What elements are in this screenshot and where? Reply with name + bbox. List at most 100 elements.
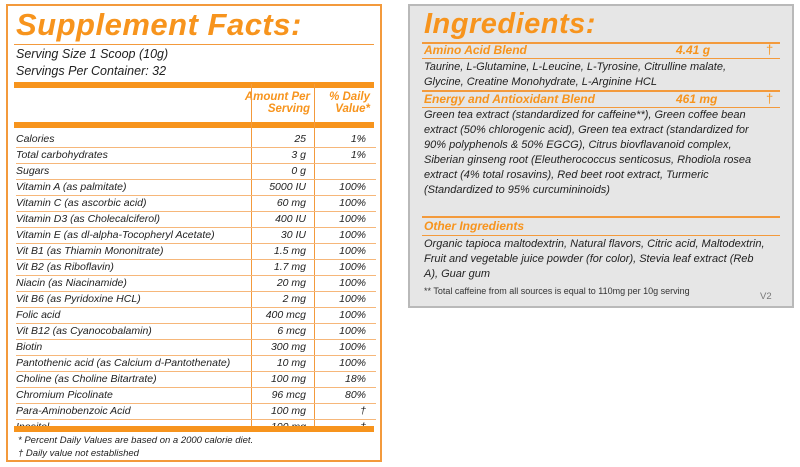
nutrient-amount: 20 mg — [276, 277, 306, 289]
nutrient-amount: 1.7 mg — [273, 261, 306, 273]
nutrient-name: Folic acid — [16, 309, 61, 321]
nutrient-amount: 25 — [294, 133, 306, 145]
nutrient-daily-value: 18% — [344, 373, 366, 385]
nutrient-daily-value: 80% — [344, 389, 366, 401]
nutrient-row: Vit B2 (as Riboflavin) 1.7 mg 100% — [16, 260, 376, 276]
nutrient-name: Vit B12 (as Cyanocobalamin) — [16, 325, 152, 337]
nutrient-name: Niacin (as Niacinamide) — [16, 277, 127, 289]
amount-per-serving-header: Amount Per Serving — [244, 91, 310, 115]
row-divider — [16, 259, 376, 260]
thick-divider-header — [14, 122, 374, 128]
supplement-facts-panel: Supplement Facts: Serving Size 1 Scoop (… — [6, 4, 382, 462]
footnote-daily-values: * Percent Daily Values are based on a 20… — [18, 435, 254, 446]
nutrient-name: Vit B2 (as Riboflavin) — [16, 261, 114, 273]
nutrient-daily-value: 100% — [339, 325, 366, 337]
amino-acid-blend-heading: Amino Acid Blend — [424, 43, 527, 57]
nutrient-daily-value: 100% — [339, 341, 366, 353]
row-divider — [16, 179, 376, 180]
nutrient-amount: 100 mg — [270, 373, 306, 385]
ingredients-title: Ingredients: — [424, 8, 596, 40]
row-divider — [16, 291, 376, 292]
nutrient-daily-value: 100% — [339, 293, 366, 305]
other-divider — [422, 235, 780, 236]
nutrient-name: Biotin — [16, 341, 43, 353]
row-divider — [16, 163, 376, 164]
nutrient-amount: 400 IU — [275, 213, 306, 225]
thick-divider-bottom — [14, 426, 374, 432]
nutrient-name: Pantothenic acid (as Calcium d-Pantothen… — [16, 357, 231, 369]
nutrient-row: Total carbohydrates 3 g 1% — [16, 148, 376, 164]
footnote-not-established: † Daily value not established — [18, 448, 139, 459]
energy-blend-heading: Energy and Antioxidant Blend — [424, 92, 595, 106]
nutrient-name: Calories — [16, 133, 55, 145]
nutrient-row: Folic acid 400 mcg 100% — [16, 308, 376, 324]
row-divider — [16, 323, 376, 324]
nutrient-daily-value: 100% — [339, 181, 366, 193]
row-divider — [16, 403, 376, 404]
nutrient-daily-value: 100% — [339, 213, 366, 225]
column-divider-left — [251, 84, 252, 426]
title-divider — [14, 44, 374, 45]
nutrient-name: Vit B6 (as Pyridoxine HCL) — [16, 293, 141, 305]
serving-size: Serving Size 1 Scoop (10g) — [16, 47, 169, 61]
version-label: V2 — [760, 291, 772, 302]
energy-blend-amount: 461 mg — [676, 92, 718, 106]
nutrient-daily-value: 1% — [350, 149, 366, 161]
nutrient-row: Vit B12 (as Cyanocobalamin) 6 mcg 100% — [16, 324, 376, 340]
nutrient-amount: 3 g — [291, 149, 306, 161]
nutrient-daily-value: 1% — [350, 133, 366, 145]
energy-divider-top — [422, 90, 780, 92]
row-divider — [16, 371, 376, 372]
nutrient-amount: 30 IU — [280, 229, 306, 241]
ingredients-title-divider — [422, 42, 780, 44]
other-ingredients-heading: Other Ingredients — [424, 219, 525, 233]
nutrient-amount: 6 mcg — [277, 325, 306, 337]
column-divider-right — [314, 84, 315, 426]
nutrient-amount: 5000 IU — [269, 181, 306, 193]
nutrient-daily-value: 100% — [339, 277, 366, 289]
nutrient-amount: 300 mg — [270, 341, 306, 353]
row-divider — [16, 147, 376, 148]
nutrient-amount: 60 mg — [276, 197, 306, 209]
row-divider — [16, 211, 376, 212]
row-divider — [16, 307, 376, 308]
nutrient-row: Choline (as Choline Bitartrate) 100 mg 18% — [16, 372, 376, 388]
nutrient-row: Niacin (as Niacinamide) 20 mg 100% — [16, 276, 376, 292]
caffeine-note: ** Total caffeine from all sources is eq… — [424, 286, 690, 296]
other-divider-top — [422, 216, 780, 218]
nutrient-amount: 96 mcg — [271, 389, 306, 401]
energy-divider — [422, 107, 780, 108]
daily-value-header: % Daily Value* — [329, 91, 370, 115]
nutrient-row: Biotin 300 mg 100% — [16, 340, 376, 356]
row-divider — [16, 419, 376, 420]
row-divider — [16, 243, 376, 244]
nutrient-amount: 1.5 mg — [273, 245, 306, 257]
nutrient-row: Vitamin A (as palmitate) 5000 IU 100% — [16, 180, 376, 196]
nutrient-name: Vitamin A (as palmitate) — [16, 181, 127, 193]
nutrient-row: Vitamin E (as dl-alpha-Tocopheryl Acetat… — [16, 228, 376, 244]
nutrient-amount: 10 mg — [276, 357, 306, 369]
nutrient-amount: 100 mg — [270, 405, 306, 417]
row-divider — [16, 275, 376, 276]
nutrient-row: Pantothenic acid (as Calcium d-Pantothen… — [16, 356, 376, 372]
nutrient-daily-value: 100% — [339, 357, 366, 369]
row-divider — [16, 227, 376, 228]
nutrient-name: Total carbohydrates — [16, 149, 108, 161]
other-ingredients-text: Organic tapioca maltodextrin, Natural fl… — [424, 238, 765, 280]
supplement-facts-title: Supplement Facts: — [16, 7, 302, 42]
nutrient-name: Sugars — [16, 165, 50, 177]
nutrient-name: Chromium Picolinate — [16, 389, 113, 401]
nutrient-amount: 0 g — [291, 165, 306, 177]
amino-acid-blend-dagger: † — [766, 42, 774, 57]
nutrient-row: Vit B6 (as Pyridoxine HCL) 2 mg 100% — [16, 292, 376, 308]
nutrient-name: Vitamin D3 (as Cholecalciferol) — [16, 213, 160, 225]
nutrient-name: Choline (as Choline Bitartrate) — [16, 373, 157, 385]
nutrient-daily-value: 100% — [339, 309, 366, 321]
row-divider — [16, 355, 376, 356]
amino-acid-blend-amount: 4.41 g — [676, 43, 711, 57]
nutrient-row: Vitamin D3 (as Cholecalciferol) 400 IU 100… — [16, 212, 376, 228]
nutrient-name: Vit B1 (as Thiamin Mononitrate) — [16, 245, 164, 257]
amino-acid-blend-text: Taurine, L-Glutamine, L-Leucine, L-Tyros… — [424, 61, 727, 88]
energy-blend-dagger: † — [766, 91, 774, 106]
nutrient-daily-value: 100% — [339, 229, 366, 241]
